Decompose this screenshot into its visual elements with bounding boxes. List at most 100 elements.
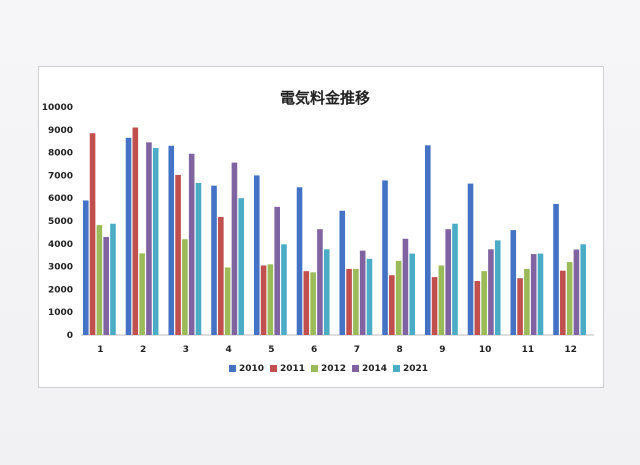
bar — [310, 272, 316, 335]
legend-label: 2021 — [403, 364, 428, 374]
bar — [168, 145, 175, 335]
bar — [82, 200, 89, 335]
legend-label: 2011 — [280, 364, 305, 374]
y-tick-label: 2000 — [48, 285, 73, 295]
y-tick-label: 3000 — [48, 263, 73, 273]
bar — [267, 264, 274, 335]
bar — [296, 187, 303, 335]
y-tick-label: 1000 — [48, 308, 73, 318]
bar — [188, 153, 195, 335]
legend-swatch — [229, 365, 236, 372]
x-tick-label: 8 — [396, 345, 402, 355]
bar — [467, 183, 474, 335]
y-tick-label: 5000 — [48, 217, 73, 227]
bar — [125, 137, 132, 335]
bar — [96, 225, 103, 335]
x-tick-label: 6 — [311, 345, 317, 355]
x-tick-label: 10 — [479, 345, 492, 355]
x-tick-label: 7 — [354, 345, 360, 355]
bar — [353, 268, 359, 335]
bar — [89, 133, 96, 335]
bar — [274, 206, 280, 335]
y-tick-label: 8000 — [48, 149, 73, 159]
bar — [231, 162, 238, 335]
bar — [366, 258, 373, 335]
chart-title: 電気料金推移 — [280, 89, 370, 107]
bar — [474, 280, 481, 335]
x-tick-label: 3 — [183, 345, 189, 355]
bar — [573, 249, 580, 335]
x-tick-label: 9 — [439, 345, 445, 355]
bar — [537, 253, 544, 335]
bar — [152, 148, 159, 335]
bar — [224, 267, 231, 335]
bar — [103, 236, 109, 335]
bar — [389, 275, 395, 335]
bar — [494, 240, 501, 335]
bar — [211, 185, 217, 335]
y-tick-label: 4000 — [48, 240, 73, 250]
x-tick-label: 1 — [97, 345, 103, 355]
bar — [510, 230, 517, 335]
legend-label: 2010 — [239, 364, 264, 374]
bar — [182, 239, 188, 335]
bar — [260, 265, 267, 335]
x-tick-label: 12 — [564, 345, 577, 355]
x-tick-label: 2 — [140, 345, 146, 355]
chart-frame: 電気料金推移 0 1000 2000 3000 4000 5000 6000 7000 8000… — [38, 66, 604, 388]
bar — [560, 270, 566, 335]
bar — [281, 244, 287, 335]
bar — [402, 238, 409, 335]
axis-layer: 0 1000 2000 3000 4000 5000 6000 7000 8000 9000 100… — [42, 103, 594, 355]
bar — [553, 203, 559, 335]
legend-label: 2012 — [321, 364, 346, 374]
bars-layer — [82, 127, 587, 335]
bar — [452, 223, 458, 335]
bar — [317, 229, 323, 335]
bar — [488, 249, 494, 335]
bar — [110, 223, 116, 335]
x-tick-label: 5 — [268, 345, 274, 355]
bar — [438, 265, 445, 335]
bar — [218, 216, 224, 335]
legend: 2010 2011 2012 2014 2021 — [229, 364, 428, 374]
legend-swatch — [270, 365, 277, 372]
y-tick-label: 9000 — [48, 126, 73, 136]
y-tick-label: 6000 — [48, 194, 73, 204]
x-tick-label: 4 — [225, 345, 231, 355]
bar — [346, 268, 352, 335]
bar — [530, 254, 537, 335]
bar — [431, 277, 438, 335]
bar — [146, 142, 152, 335]
legend-swatch — [352, 365, 359, 372]
bar — [424, 145, 431, 335]
bar — [445, 229, 451, 335]
y-tick-label: 0 — [67, 331, 73, 341]
legend-label: 2014 — [362, 364, 387, 374]
chart: 電気料金推移 0 1000 2000 3000 4000 5000 6000 7000 8000… — [42, 89, 594, 374]
bar — [524, 268, 530, 335]
bar — [517, 278, 523, 335]
bar — [566, 262, 573, 335]
legend-swatch — [311, 365, 318, 372]
bar — [323, 249, 330, 335]
bar — [339, 210, 346, 335]
bar — [139, 253, 145, 335]
bar — [382, 180, 388, 335]
bar — [238, 198, 245, 335]
bar — [253, 175, 260, 335]
legend-swatch — [393, 365, 400, 372]
bar — [580, 244, 587, 335]
bar — [359, 250, 366, 335]
bar — [409, 253, 416, 335]
y-tick-label: 10000 — [42, 103, 73, 113]
bar — [481, 271, 487, 335]
bar — [195, 182, 202, 335]
bar — [175, 174, 181, 335]
x-tick-label: 11 — [522, 345, 535, 355]
bar — [132, 127, 139, 335]
y-tick-label: 7000 — [48, 171, 73, 181]
bar — [303, 271, 310, 335]
bar — [395, 260, 402, 335]
